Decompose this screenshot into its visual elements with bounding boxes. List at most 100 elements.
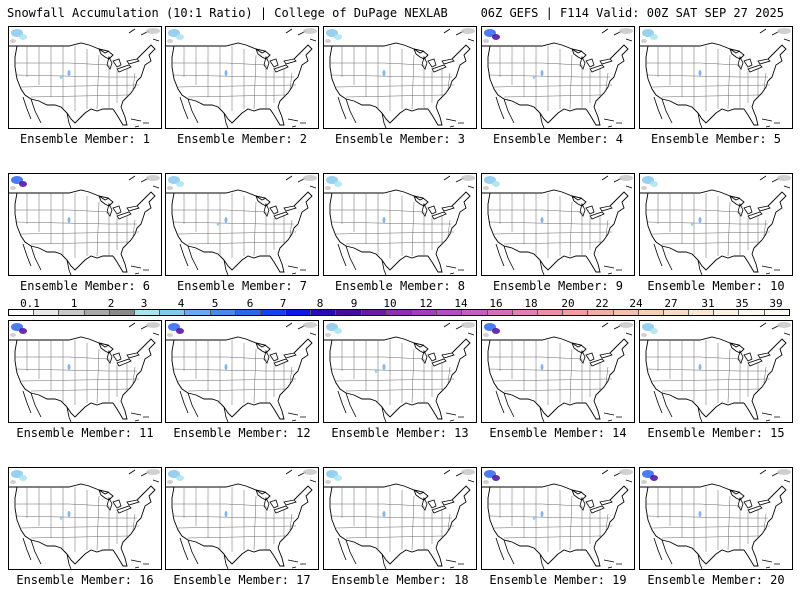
snowfall-area — [59, 516, 63, 520]
snowfall-area — [641, 186, 647, 190]
snowfall-area — [10, 333, 16, 337]
colorbar-tick-label: 22 — [595, 297, 609, 310]
ensemble-member-label: Ensemble Member: 4 — [492, 132, 624, 146]
snowfall-area — [698, 511, 702, 517]
colorbar-tick-label: 5 — [211, 297, 219, 310]
colorbar-swatch — [160, 310, 186, 315]
snowfall-area — [777, 322, 791, 328]
snowfall-area — [224, 511, 228, 517]
snowfall-area — [483, 480, 489, 484]
snowfall-map — [165, 467, 319, 570]
colorbar-swatch — [487, 310, 513, 315]
snowfall-area — [176, 328, 184, 334]
snowfall-map — [481, 26, 635, 129]
ensemble-member-label: Ensemble Member: 12 — [173, 426, 311, 440]
snowfall-area — [224, 70, 228, 76]
colorbar-swatch — [311, 310, 337, 315]
colorbar-swatch — [512, 310, 538, 315]
snowfall-area — [698, 364, 702, 370]
snowfall-area — [168, 29, 180, 37]
snowfall-area — [650, 181, 658, 187]
colorbar-tick-label: 39 — [769, 297, 783, 310]
snowfall-area — [641, 480, 647, 484]
snowfall-area — [59, 75, 63, 79]
model-run-info: 06Z GEFS | F114 Valid: 00Z SAT SEP 27 20… — [480, 6, 784, 20]
snowfall-area — [326, 470, 338, 478]
colorbar-tick-label: 0.1 — [20, 297, 40, 310]
snowfall-area — [19, 328, 27, 334]
colorbar-swatch — [437, 310, 463, 315]
snowfall-area — [483, 333, 489, 337]
snowfall-area — [146, 28, 160, 34]
ensemble-member-label: Ensemble Member: 11 — [16, 426, 154, 440]
snowfall-area — [326, 323, 338, 331]
snowfall-area — [483, 39, 489, 43]
colorbar-tick-label: 35 — [735, 297, 749, 310]
snowfall-area — [11, 29, 23, 37]
colorbar-tick-label: 20 — [561, 297, 575, 310]
colorbar-swatch — [210, 310, 236, 315]
snowfall-area — [619, 322, 633, 328]
snowfall-area — [11, 323, 23, 331]
colorbar-legend: 0.1 1 2 3 4 5 6 7 8 9 10 12 14 16 18 20 22 24 27 31 35 39 — [8, 297, 790, 317]
colorbar-swatch — [764, 310, 789, 315]
snowfall-area — [374, 369, 378, 373]
colorbar-swatch — [462, 310, 488, 315]
snowfall-area — [11, 470, 23, 478]
snowfall-area — [303, 175, 317, 181]
snowfall-area — [325, 39, 331, 43]
snowfall-area — [650, 475, 658, 481]
snowfall-area — [461, 175, 475, 181]
colorbar-swatch — [714, 310, 740, 315]
colorbar-swatch — [84, 310, 110, 315]
snowfall-area — [216, 222, 220, 226]
snowfall-area — [67, 364, 71, 370]
snowfall-area — [650, 328, 658, 334]
colorbar-swatch — [689, 310, 715, 315]
colorbar-swatch — [134, 310, 161, 315]
snowfall-area — [484, 176, 496, 184]
snowfall-area — [326, 29, 338, 37]
snowfall-map — [8, 173, 162, 276]
colorbar-swatch — [588, 310, 614, 315]
snowfall-area — [461, 322, 475, 328]
colorbar-tick-label: 7 — [279, 297, 287, 310]
snowfall-map — [8, 26, 162, 129]
snowfall-map — [165, 173, 319, 276]
snowfall-area — [19, 181, 27, 187]
snowfall-area — [167, 333, 173, 337]
snowfall-map — [323, 26, 477, 129]
snowfall-area — [176, 34, 184, 40]
colorbar-swatch — [336, 310, 362, 315]
snowfall-area — [777, 469, 791, 475]
ensemble-member-label: Ensemble Member: 14 — [489, 426, 627, 440]
snowfall-area — [146, 322, 160, 328]
colorbar-tick-label: 9 — [350, 297, 358, 310]
snowfall-area — [484, 323, 496, 331]
snowfall-area — [619, 28, 633, 34]
ensemble-member-label: Ensemble Member: 13 — [331, 426, 469, 440]
snowfall-area — [461, 28, 475, 34]
snowfall-area — [532, 75, 536, 79]
snowfall-map — [165, 26, 319, 129]
snowfall-area — [167, 39, 173, 43]
snowfall-area — [176, 475, 184, 481]
snowfall-area — [642, 176, 654, 184]
ensemble-member-label: Ensemble Member: 17 — [173, 573, 311, 587]
snowfall-area — [619, 175, 633, 181]
colorbar-swatch — [638, 310, 664, 315]
snowfall-area — [698, 217, 702, 223]
snowfall-area — [168, 323, 180, 331]
ensemble-member-label: Ensemble Member: 2 — [176, 132, 308, 146]
ensemble-member-label: Ensemble Member: 16 — [16, 573, 154, 587]
snowfall-area — [67, 217, 71, 223]
snowfall-area — [19, 34, 27, 40]
colorbar-swatch — [109, 310, 135, 315]
colorbar-swatch — [563, 310, 589, 315]
snowfall-area — [642, 323, 654, 331]
snowfall-area — [10, 186, 16, 190]
snowfall-area — [690, 222, 694, 226]
snowfall-area — [461, 469, 475, 475]
snowfall-area — [325, 186, 331, 190]
